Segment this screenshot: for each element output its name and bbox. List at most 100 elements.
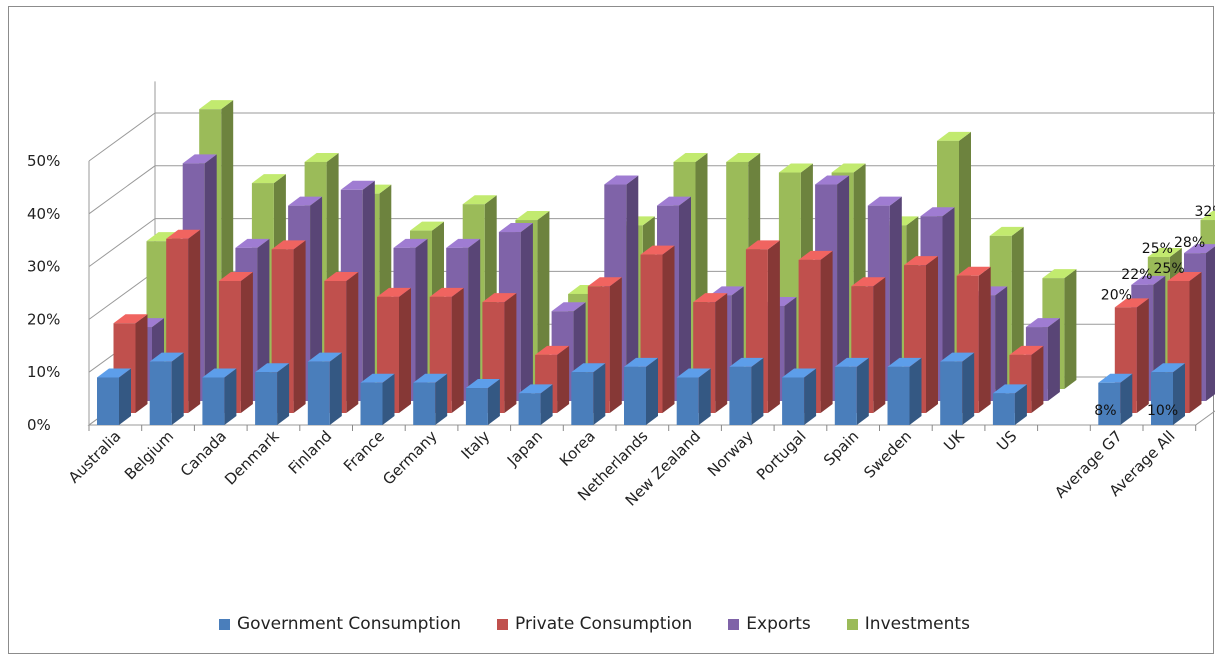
legend-swatch	[497, 618, 509, 630]
bar-top	[218, 272, 253, 281]
bar-side	[698, 368, 711, 425]
bar	[571, 363, 606, 425]
bar-side	[520, 223, 533, 401]
bar-side	[224, 368, 237, 425]
bar-side	[1189, 272, 1202, 413]
bar-top	[515, 211, 550, 221]
bar	[834, 357, 869, 425]
bar-top	[340, 180, 375, 190]
data-label: 28%	[1174, 235, 1205, 251]
bar-top	[202, 368, 237, 378]
category-label: Finland	[285, 427, 336, 478]
data-label: 25%	[1154, 261, 1185, 277]
bar	[676, 368, 711, 425]
bars	[97, 100, 1215, 425]
bar-top	[640, 245, 675, 255]
category-label: Sweden	[860, 427, 915, 482]
bar-top	[482, 293, 517, 303]
bar-front	[97, 377, 119, 425]
bar-top	[410, 221, 444, 231]
bar-top	[360, 373, 395, 383]
bar-top	[920, 207, 955, 217]
bar-top	[778, 163, 813, 173]
bar-top	[393, 238, 428, 248]
bar-top	[551, 302, 586, 312]
bar-side	[382, 373, 395, 425]
bar-side	[962, 352, 975, 425]
bar-top	[271, 240, 306, 250]
legend: Government Consumption Private Consumpti…	[219, 611, 1179, 637]
category-label: Germany	[379, 427, 441, 489]
bar-side	[435, 373, 448, 425]
bar-side	[909, 357, 922, 425]
bar-top	[587, 277, 622, 287]
bar	[97, 368, 131, 425]
bar-side	[1206, 246, 1215, 401]
bar-side	[820, 250, 833, 413]
y-axis-ticks: 0% 10% 20% 30% 40% 50%	[27, 152, 60, 434]
bar-side	[346, 272, 359, 413]
bar	[992, 384, 1027, 425]
bar-side	[926, 256, 938, 413]
bar-top	[798, 250, 833, 260]
category-label: Australia	[65, 427, 125, 487]
bar-top	[904, 256, 938, 266]
bar-front	[307, 361, 330, 425]
bar-top	[429, 287, 464, 297]
data-label: 8%	[1094, 403, 1116, 419]
bar-side	[995, 286, 1008, 401]
bar-top	[465, 379, 500, 389]
bar-top	[657, 196, 691, 206]
bar-top	[676, 368, 711, 378]
bar-top	[992, 384, 1027, 394]
bar-top	[1025, 318, 1060, 328]
bar-top	[693, 293, 728, 303]
bar-front	[255, 372, 278, 425]
bar	[1151, 363, 1185, 425]
bar-top	[571, 363, 606, 373]
bar	[518, 384, 553, 425]
bar-top	[199, 100, 234, 110]
bar-top	[604, 175, 639, 185]
bar	[940, 352, 975, 425]
bar-top	[624, 357, 658, 367]
bar-top	[1042, 269, 1077, 279]
category-label: Japan	[503, 427, 546, 470]
bar-top	[673, 152, 708, 162]
bar-side	[504, 293, 517, 413]
bar-front	[465, 388, 488, 425]
bar-front	[202, 377, 225, 425]
category-label: UK	[940, 426, 968, 454]
bar-top	[535, 345, 570, 355]
bar-front	[676, 377, 699, 425]
bar-front	[940, 361, 963, 425]
bar-side	[626, 175, 639, 401]
bar	[255, 363, 290, 425]
bar-front	[360, 382, 383, 425]
legend-label: Exports	[746, 614, 811, 634]
category-label: Spain	[820, 427, 862, 469]
bar-top	[956, 266, 991, 276]
bar-top	[307, 352, 342, 362]
bar-top	[726, 152, 761, 162]
gridline	[88, 112, 1215, 162]
legend-item-private-consumption: Private Consumption	[497, 614, 692, 634]
bar-top	[304, 152, 339, 162]
bar	[465, 379, 500, 425]
bar-top	[518, 384, 553, 394]
bar-side	[873, 277, 886, 413]
bar-front	[518, 393, 541, 425]
bar-front	[729, 366, 752, 425]
bar-top	[255, 363, 290, 373]
data-label: 10%	[1147, 403, 1178, 419]
category-label: Norway	[704, 427, 757, 480]
bar-top	[97, 368, 131, 378]
bar	[782, 368, 817, 425]
bar-top	[1184, 244, 1215, 254]
category-label: Denmark	[221, 427, 283, 489]
bar-side	[204, 154, 217, 401]
bar-top	[377, 287, 411, 297]
bar-top	[1151, 363, 1185, 373]
bar-top	[251, 174, 286, 184]
